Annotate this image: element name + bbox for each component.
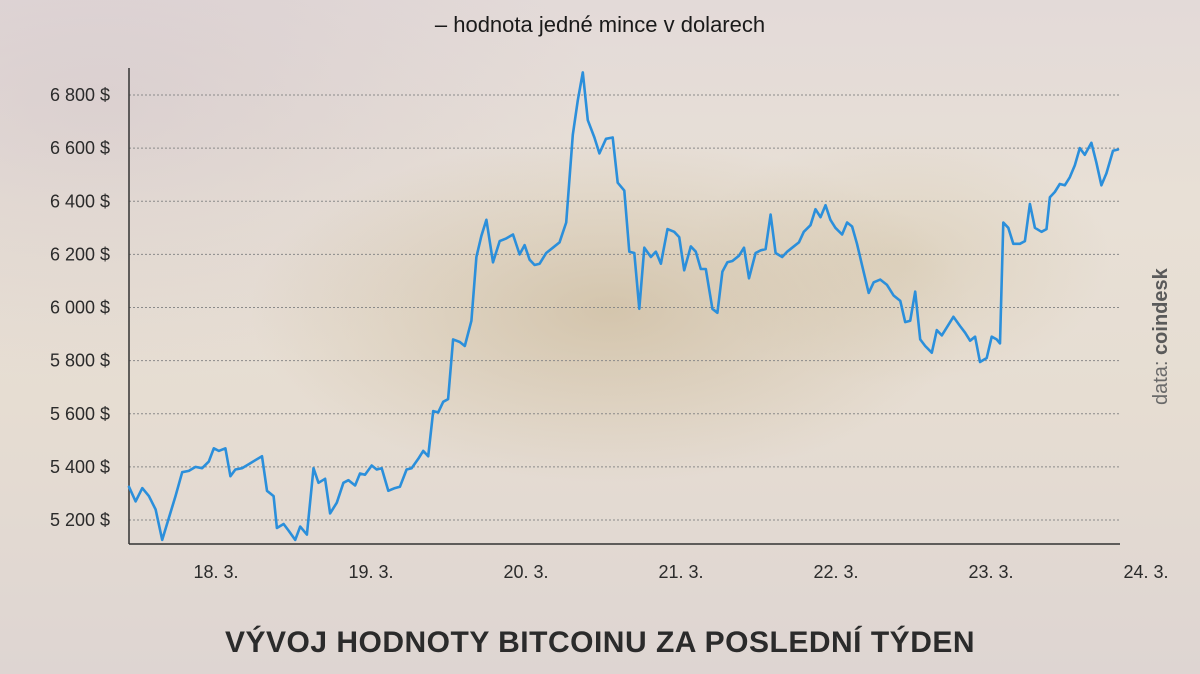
y-tick-label: 6 400 $: [50, 191, 110, 211]
chart-subtitle: – hodnota jedné mince v dolarech: [434, 12, 766, 37]
x-tick-label: 21. 3.: [658, 562, 703, 582]
y-tick-label: 5 200 $: [50, 510, 110, 530]
source-prefix: data:: [1150, 354, 1172, 405]
y-tick-label: 6 200 $: [50, 244, 110, 264]
y-tick-label: 5 400 $: [50, 457, 110, 477]
x-tick-label: 22. 3.: [813, 562, 858, 582]
y-axis-tick-labels: 5 200 $ 5 400 $ 5 600 $ 5 800 $ 6 000 $ 6 200…: [50, 85, 110, 530]
y-tick-label: 6 800 $: [50, 85, 110, 105]
x-tick-label: 19. 3.: [348, 562, 393, 582]
x-tick-label: 18. 3.: [193, 562, 238, 582]
chart-title: VÝVOJ HODNOTY BITCOINU ZA POSLEDNÍ TÝDEN: [224, 626, 976, 659]
source-name: coindesk: [1150, 268, 1172, 355]
x-tick-label: 23. 3.: [968, 562, 1013, 582]
x-axis-tick-labels: 18. 3. 19. 3. 20. 3. 21. 3. 22. 3. 23. 3. 24. …: [193, 562, 1168, 582]
y-tick-label: 6 000 $: [50, 298, 110, 318]
gridlines: [129, 94, 1120, 521]
y-tick-label: 6 600 $: [50, 138, 110, 158]
data-source-credit: data: coindesk: [1150, 255, 1178, 405]
x-tick-label: 20. 3.: [503, 562, 548, 582]
y-tick-label: 5 600 $: [50, 404, 110, 424]
price-series-line: [127, 71, 1120, 542]
x-tick-label: 24. 3.: [1123, 562, 1168, 582]
y-tick-label: 5 800 $: [50, 351, 110, 371]
